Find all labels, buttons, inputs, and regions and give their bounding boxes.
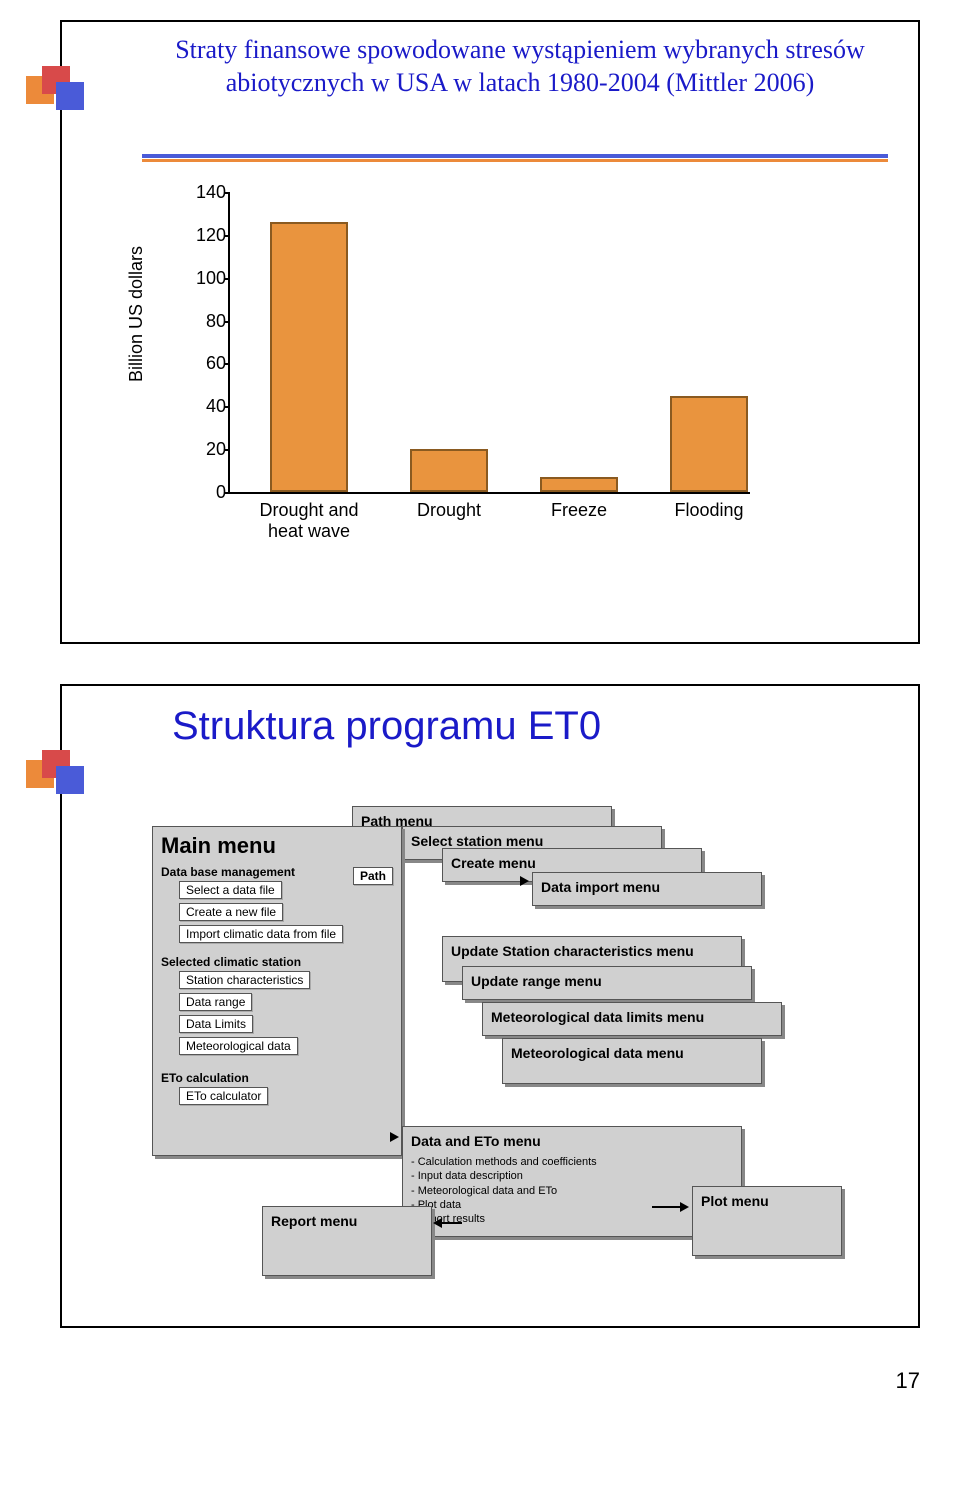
main-btn-met-data[interactable]: Meteorological data: [179, 1037, 298, 1055]
main-section-eto: ETo calculation: [161, 1071, 393, 1085]
losses-bar-chart: Billion US dollars 020406080100120140Dro…: [172, 182, 772, 582]
slide-bullet-icon: [26, 742, 82, 798]
y-tick-label: 140: [186, 182, 226, 203]
box-met-data-label: Meteorological data menu: [511, 1045, 684, 1061]
y-tick-label: 80: [186, 311, 226, 332]
arrow-icon: [390, 1132, 399, 1142]
main-section-station: Selected climatic station: [161, 955, 393, 969]
main-btn-select-file[interactable]: Select a data file: [179, 881, 282, 899]
y-tick-mark: [224, 492, 230, 494]
box-update-station-label: Update Station characteristics menu: [451, 943, 694, 959]
main-btn-create-file[interactable]: Create a new file: [179, 903, 283, 921]
y-tick-mark: [224, 278, 230, 280]
main-btn-eto-calc[interactable]: ETo calculator: [179, 1087, 268, 1105]
box-update-range-label: Update range menu: [471, 973, 602, 989]
main-section-dbm: Data base management: [161, 865, 295, 879]
y-tick-label: 120: [186, 225, 226, 246]
y-tick-label: 0: [186, 482, 226, 503]
divider: [142, 154, 888, 158]
box-select-station-label: Select station menu: [411, 833, 543, 849]
slide-financial-losses: Straty finansowe spowodowane wystąpienie…: [60, 20, 920, 644]
y-tick-mark: [224, 321, 230, 323]
arrow-icon: [520, 876, 529, 886]
box-main-menu: Main menu Data base management Path Sele…: [152, 826, 402, 1156]
y-tick-mark: [224, 235, 230, 237]
box-data-eto: Data and ETo menu - Calculation methods …: [402, 1126, 742, 1237]
main-btn-station-char[interactable]: Station characteristics: [179, 971, 310, 989]
main-btn-data-limits[interactable]: Data Limits: [179, 1015, 253, 1033]
y-tick-label: 40: [186, 396, 226, 417]
box-report-menu: Report menu: [262, 1206, 432, 1276]
y-axis-label: Billion US dollars: [126, 246, 147, 382]
y-tick-label: 20: [186, 439, 226, 460]
edge-line: [652, 1206, 682, 1208]
box-data-import-label: Data import menu: [541, 879, 660, 895]
slide-1-title: Straty finansowe spowodowane wystąpienie…: [162, 34, 878, 99]
page-number: 17: [0, 1368, 960, 1414]
main-btn-data-range[interactable]: Data range: [179, 993, 252, 1011]
box-create-menu-label: Create menu: [451, 855, 536, 871]
y-tick-label: 100: [186, 268, 226, 289]
x-tick-label: Flooding: [644, 500, 774, 521]
data-eto-line: - Meteorological data and ETo: [411, 1184, 733, 1198]
box-met-data: Meteorological data menu: [502, 1038, 762, 1084]
y-tick-mark: [224, 406, 230, 408]
slide-program-structure: Struktura programu ET0 Path menu Select …: [60, 684, 920, 1328]
box-update-range: Update range menu: [462, 966, 752, 1000]
y-tick-mark: [224, 363, 230, 365]
arrow-icon: [433, 1218, 442, 1228]
edge-line: [442, 1222, 462, 1224]
box-data-eto-label: Data and ETo menu: [411, 1133, 541, 1149]
slide-2-title: Struktura programu ET0: [172, 704, 601, 749]
x-tick-label: Drought and heat wave: [244, 500, 374, 541]
box-data-eto-lines: - Calculation methods and coefficients- …: [411, 1155, 733, 1226]
bar: [410, 449, 488, 492]
box-met-limits-label: Meteorological data limits menu: [491, 1009, 704, 1025]
box-met-limits: Meteorological data limits menu: [482, 1002, 782, 1036]
bar: [670, 396, 748, 492]
main-menu-title: Main menu: [161, 833, 393, 859]
box-plot-menu-label: Plot menu: [701, 1193, 769, 1209]
y-tick-mark: [224, 449, 230, 451]
data-eto-line: - Calculation methods and coefficients: [411, 1155, 733, 1169]
main-btn-path[interactable]: Path: [353, 867, 393, 885]
x-tick-label: Freeze: [514, 500, 644, 521]
y-tick-mark: [224, 192, 230, 194]
box-plot-menu: Plot menu: [692, 1186, 842, 1256]
bar: [270, 222, 348, 492]
data-eto-line: - Export results: [411, 1212, 733, 1226]
x-tick-label: Drought: [384, 500, 514, 521]
chart-plot-area: 020406080100120140Drought and heat waveD…: [228, 192, 750, 494]
bar: [540, 477, 618, 492]
main-btn-import[interactable]: Import climatic data from file: [179, 925, 343, 943]
y-tick-label: 60: [186, 353, 226, 374]
slide-bullet-icon: [26, 58, 82, 114]
et0-structure-diagram: Path menu Select station menu Create men…: [142, 786, 862, 1306]
box-data-import: Data import menu: [532, 872, 762, 906]
data-eto-line: - Input data description: [411, 1169, 733, 1183]
box-report-menu-label: Report menu: [271, 1213, 357, 1229]
